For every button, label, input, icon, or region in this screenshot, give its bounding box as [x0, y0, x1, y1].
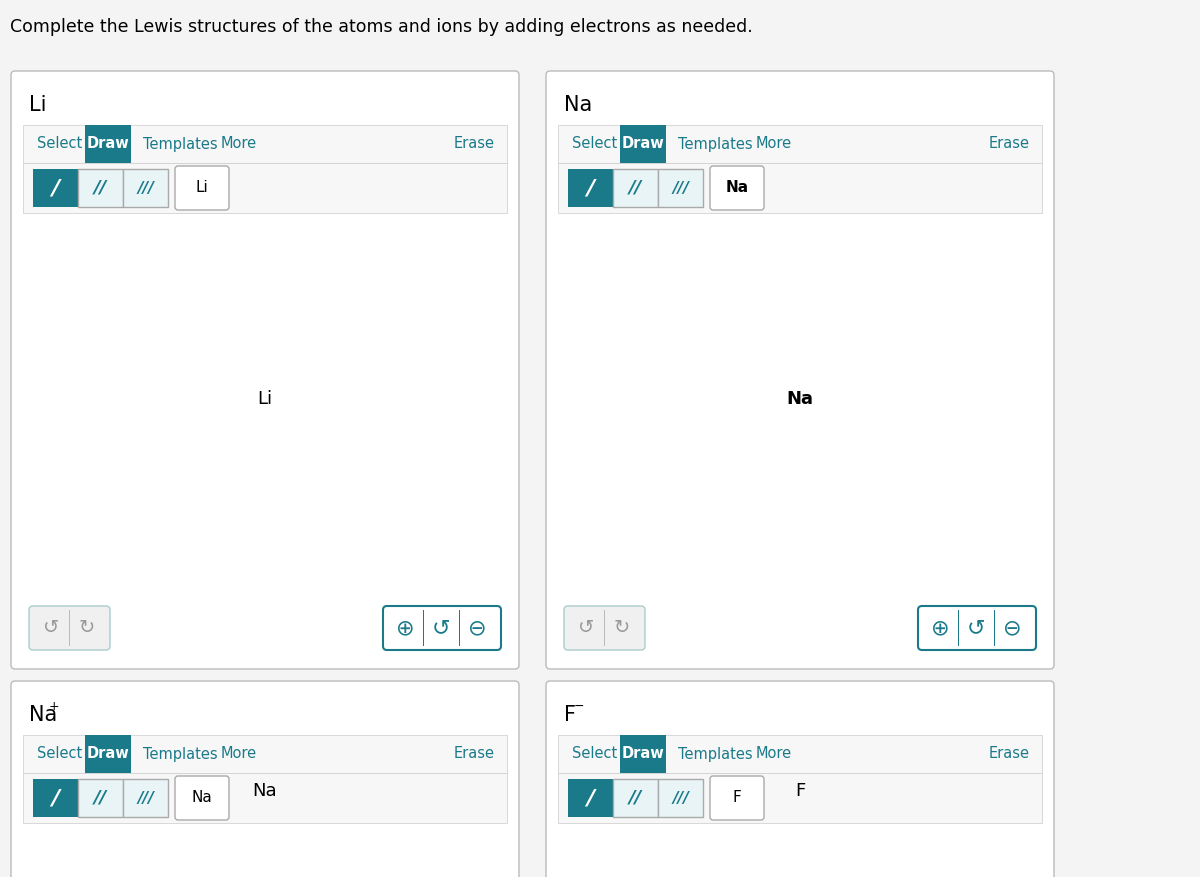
Text: More: More — [756, 746, 792, 761]
FancyBboxPatch shape — [546, 681, 1054, 877]
Bar — [85, 125, 131, 163]
Text: ⊖: ⊖ — [1003, 618, 1021, 638]
FancyBboxPatch shape — [710, 166, 764, 210]
Bar — [658, 779, 703, 817]
Text: Na: Na — [564, 95, 593, 115]
FancyBboxPatch shape — [11, 71, 520, 669]
Text: Draw: Draw — [86, 746, 130, 761]
Text: /: / — [587, 788, 594, 808]
Text: Na: Na — [29, 705, 58, 725]
Text: /: / — [587, 178, 594, 198]
FancyBboxPatch shape — [29, 606, 110, 650]
Text: /: / — [52, 178, 60, 198]
Text: Na: Na — [726, 181, 749, 196]
Text: −: − — [574, 700, 584, 713]
Bar — [568, 169, 613, 207]
Text: ⊕: ⊕ — [396, 618, 414, 638]
Text: Li: Li — [196, 181, 209, 196]
Text: Templates: Templates — [143, 137, 217, 152]
Text: More: More — [221, 746, 257, 761]
Bar — [568, 779, 613, 817]
Text: Complete the Lewis structures of the atoms and ions by adding electrons as neede: Complete the Lewis structures of the ato… — [10, 18, 752, 36]
Text: Erase: Erase — [989, 137, 1030, 152]
Text: ↺: ↺ — [432, 618, 450, 638]
Text: ///: /// — [672, 181, 689, 196]
Bar — [23, 163, 508, 213]
Bar — [23, 735, 508, 773]
Text: F: F — [733, 790, 742, 805]
Text: //: // — [629, 789, 642, 807]
FancyBboxPatch shape — [546, 71, 1054, 669]
Bar — [34, 169, 78, 207]
Text: Draw: Draw — [622, 137, 665, 152]
Text: ⊖: ⊖ — [468, 618, 486, 638]
Text: Select: Select — [37, 137, 83, 152]
Bar — [124, 779, 168, 817]
Bar — [613, 169, 658, 207]
Bar — [23, 125, 508, 163]
Bar — [85, 735, 131, 773]
Text: ↺: ↺ — [578, 618, 594, 638]
Text: ///: /// — [137, 790, 154, 805]
Text: ↺: ↺ — [967, 618, 985, 638]
Text: Erase: Erase — [989, 746, 1030, 761]
Bar — [558, 735, 1042, 773]
Text: Select: Select — [572, 746, 617, 761]
Bar — [34, 779, 78, 817]
FancyBboxPatch shape — [175, 166, 229, 210]
Bar — [558, 163, 1042, 213]
Bar — [23, 773, 508, 823]
Text: ///: /// — [672, 790, 689, 805]
Text: Na: Na — [192, 790, 212, 805]
Text: ↺: ↺ — [43, 618, 59, 638]
Text: +: + — [49, 700, 60, 713]
Text: Templates: Templates — [143, 746, 217, 761]
Bar — [124, 169, 168, 207]
Bar — [558, 125, 1042, 163]
Text: Na: Na — [786, 390, 814, 409]
Text: Draw: Draw — [86, 137, 130, 152]
Text: Select: Select — [572, 137, 617, 152]
Text: More: More — [756, 137, 792, 152]
Text: //: // — [629, 179, 642, 197]
Bar — [558, 773, 1042, 823]
Bar — [620, 735, 666, 773]
Text: F: F — [564, 705, 576, 725]
Text: Li: Li — [258, 390, 272, 409]
Bar — [658, 169, 703, 207]
Bar — [78, 169, 124, 207]
FancyBboxPatch shape — [564, 606, 646, 650]
Text: //: // — [94, 789, 107, 807]
Text: Templates: Templates — [678, 746, 752, 761]
Text: Erase: Erase — [454, 746, 496, 761]
FancyBboxPatch shape — [918, 606, 1036, 650]
Bar — [613, 779, 658, 817]
Text: ⊕: ⊕ — [931, 618, 949, 638]
Text: Na: Na — [253, 781, 277, 800]
Text: Select: Select — [37, 746, 83, 761]
FancyBboxPatch shape — [710, 776, 764, 820]
FancyBboxPatch shape — [383, 606, 502, 650]
Text: ↻: ↻ — [614, 618, 630, 638]
Text: Draw: Draw — [622, 746, 665, 761]
FancyBboxPatch shape — [175, 776, 229, 820]
Text: ↻: ↻ — [79, 618, 95, 638]
Text: Erase: Erase — [454, 137, 496, 152]
Bar — [78, 779, 124, 817]
Text: F: F — [794, 781, 805, 800]
Text: ///: /// — [137, 181, 154, 196]
Text: /: / — [52, 788, 60, 808]
Bar — [620, 125, 666, 163]
Text: More: More — [221, 137, 257, 152]
Text: //: // — [94, 179, 107, 197]
Text: Templates: Templates — [678, 137, 752, 152]
FancyBboxPatch shape — [11, 681, 520, 877]
Text: Li: Li — [29, 95, 47, 115]
